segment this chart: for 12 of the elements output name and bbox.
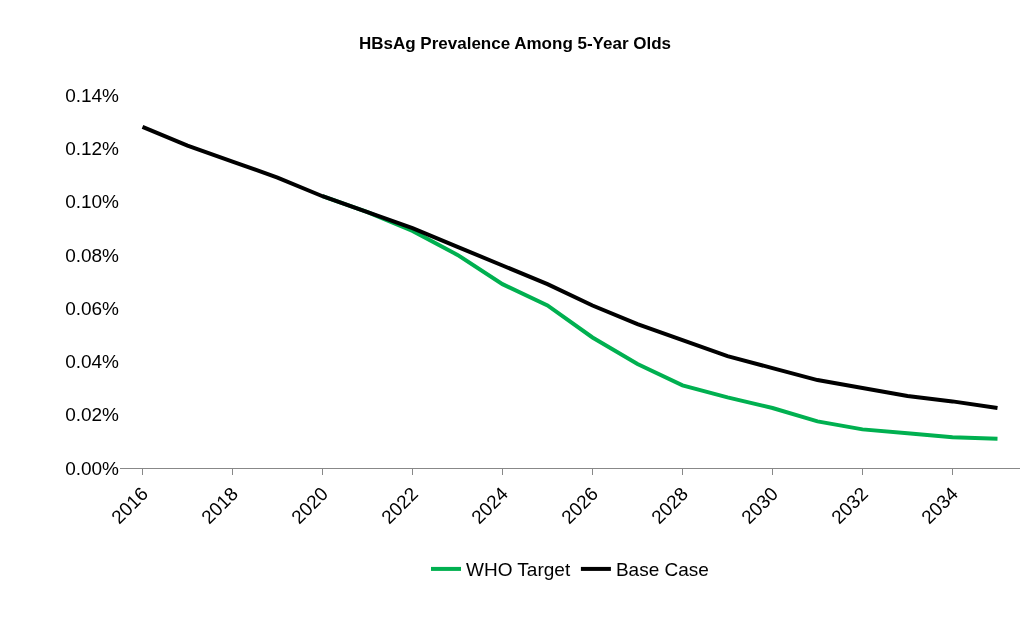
legend-label: WHO Target [466, 559, 571, 581]
y-tick-label: 0.02% [65, 404, 120, 426]
line-series [140, 124, 1000, 411]
y-tick-label: 0.10% [65, 191, 120, 213]
y-tick-label: 0.04% [65, 351, 120, 373]
y-tick-label: 0.08% [65, 244, 120, 266]
chart-title: HBsAg Prevalence Among 5-Year Olds [358, 34, 672, 54]
y-tick-label: 0.06% [65, 297, 120, 319]
y-tick-label: 0.12% [65, 137, 120, 159]
legend-label: Base Case [615, 559, 709, 581]
y-tick-label: 0.14% [65, 84, 120, 106]
y-tick-label: 0.00% [65, 457, 120, 479]
